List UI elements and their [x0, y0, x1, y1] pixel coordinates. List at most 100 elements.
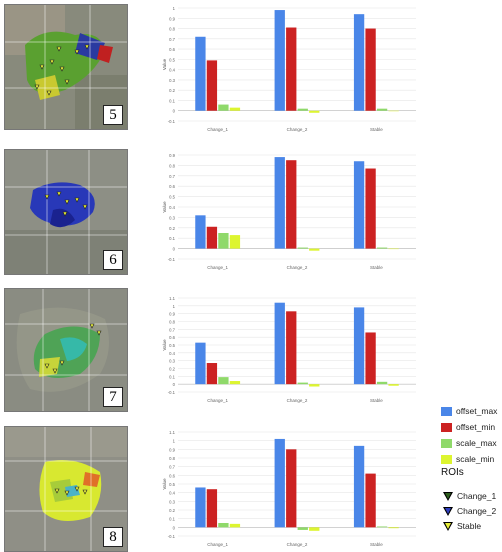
- legend-label: offset_max: [456, 406, 498, 416]
- y-tick-label: 0.7: [169, 327, 175, 332]
- bar-scale_min-Stable: [388, 248, 399, 250]
- satellite-map-6: 6: [4, 149, 128, 275]
- panel-row-8: 8 -0.1 0 0.1 0.2 0.3 0.4 0.5 0.6 0.7 0.8 0.9 1 1.1 Va…: [0, 410, 502, 552]
- roi-item-change-2: Change_2: [441, 504, 501, 519]
- y-tick-label: 0.8: [169, 456, 175, 461]
- x-tick-label: Stable: [370, 265, 383, 270]
- roi-label: Change_2: [457, 506, 497, 516]
- bar-scale_max-Stable: [376, 247, 388, 249]
- bar-offset_min-Change_2: [286, 449, 297, 528]
- map-image: [5, 427, 127, 551]
- bar-scale_max-Change_2: [297, 247, 308, 249]
- y-tick-label: 1: [173, 439, 176, 444]
- map-image: [5, 5, 127, 129]
- y-tick-label: 0.5: [169, 195, 175, 200]
- x-tick-label: Stable: [370, 542, 383, 547]
- bar-scale_max-Change_2: [297, 527, 308, 530]
- bar-scale_min-Change_1: [229, 235, 241, 249]
- y-tick-label: 0: [173, 525, 176, 530]
- y-tick-label: 0.6: [169, 47, 175, 52]
- panel-number: 8: [103, 527, 123, 547]
- bar-offset_min-Change_1: [206, 226, 218, 249]
- y-tick-label: 0.2: [169, 88, 175, 93]
- y-tick-label: -0.1: [168, 119, 176, 124]
- panel-row-5: 5 -0.1 0 0.1 0.2 0.3 0.4 0.5 0.6 0.7 0.8 0.9 1 Value…: [0, 0, 502, 135]
- y-tick-label: 0.8: [169, 320, 175, 325]
- map-image: [5, 289, 127, 411]
- legend-item-offset-max: offset_max: [441, 405, 501, 421]
- roi-label: Change_1: [457, 491, 497, 501]
- y-tick-label: 0.8: [169, 27, 175, 32]
- x-tick-label: Change_1: [207, 398, 228, 403]
- y-tick-label: 1.1: [169, 430, 175, 435]
- y-tick-label: 0.3: [169, 215, 175, 220]
- x-tick-label: Change_1: [207, 542, 228, 547]
- roi-item-stable: Stable: [441, 519, 501, 534]
- y-tick-label: 0.1: [169, 98, 175, 103]
- x-tick-label: Change_2: [287, 398, 308, 403]
- satellite-map-5: 5: [4, 4, 128, 130]
- bar-offset_max-Stable: [353, 14, 365, 111]
- bar-offset_min-Stable: [365, 168, 376, 249]
- legend-swatch: [441, 455, 452, 464]
- x-tick-label: Change_2: [287, 265, 308, 270]
- y-tick-label: 0.6: [169, 184, 175, 189]
- y-tick-label: 0.9: [169, 447, 175, 452]
- y-axis-label: Value: [162, 478, 167, 490]
- legend-label: scale_max: [456, 438, 497, 448]
- bar-offset_max-Change_1: [195, 487, 206, 528]
- bar-offset_min-Change_1: [206, 60, 218, 111]
- y-tick-label: 0.5: [169, 482, 175, 487]
- y-tick-label: 0.9: [169, 312, 175, 317]
- y-tick-label: 1: [173, 6, 176, 11]
- bar-scale_min-Stable: [388, 110, 399, 112]
- panel-number: 6: [103, 250, 123, 270]
- roi-legend-title: ROIs: [441, 467, 464, 478]
- bar-chart-6: -0.1 0 0.1 0.2 0.3 0.4 0.5 0.6 0.7 0.8 0.9 Value Cha…: [162, 153, 416, 270]
- bar-offset_max-Change_2: [274, 10, 285, 111]
- x-tick-label: Change_2: [287, 542, 308, 547]
- y-axis-label: Value: [162, 58, 167, 70]
- bar-offset_max-Change_2: [274, 302, 285, 385]
- y-tick-label: 0.3: [169, 359, 175, 364]
- roi-legend: Change_1 Change_2 Stable: [441, 489, 501, 534]
- bar-scale_max-Change_2: [297, 108, 308, 111]
- y-tick-label: 1.1: [169, 296, 175, 301]
- bar-scale_min-Change_1: [229, 523, 241, 528]
- bar-scale_min-Change_2: [309, 248, 320, 251]
- bar-offset_min-Change_1: [206, 363, 218, 385]
- bar-scale_min-Stable: [388, 384, 399, 386]
- x-tick-label: Change_1: [207, 127, 228, 132]
- bar-offset_min-Change_1: [206, 489, 218, 528]
- bar-offset_max-Change_2: [274, 157, 285, 249]
- satellite-map-7: 7: [4, 288, 128, 412]
- triangle-icon: [443, 522, 453, 531]
- bar-offset_min-Change_2: [286, 160, 297, 249]
- y-tick-label: 0.9: [169, 16, 175, 21]
- bar-offset_min-Stable: [365, 28, 376, 111]
- legend-item-offset-min: offset_min: [441, 421, 501, 437]
- bar-scale_max-Change_1: [218, 104, 229, 111]
- panel-row-6: 6 -0.1 0 0.1 0.2 0.3 0.4 0.5 0.6 0.7 0.8 0.9 Value C…: [0, 135, 502, 275]
- y-axis-label: Value: [162, 339, 167, 351]
- bar-scale_max-Stable: [376, 108, 388, 111]
- bar-scale_max-Change_2: [297, 382, 308, 385]
- bar-chart-5: -0.1 0 0.1 0.2 0.3 0.4 0.5 0.6 0.7 0.8 0.9 1 Value Ch…: [162, 6, 416, 132]
- satellite-map-8: 8: [4, 426, 128, 552]
- y-tick-label: 0.2: [169, 226, 175, 231]
- y-tick-label: 0: [173, 247, 176, 252]
- y-tick-label: 0.1: [169, 517, 175, 522]
- x-tick-label: Stable: [370, 127, 383, 132]
- y-tick-label: 0.4: [169, 205, 175, 210]
- y-tick-label: 0.4: [169, 351, 175, 356]
- y-tick-label: 0: [173, 109, 176, 114]
- bar-scale_min-Change_2: [309, 384, 320, 387]
- legend-swatch: [441, 439, 452, 448]
- legend-label: scale_min: [456, 454, 495, 464]
- bar-offset_max-Change_2: [274, 438, 285, 528]
- y-tick-label: 0.9: [169, 153, 175, 158]
- bar-scale_min-Change_2: [309, 527, 320, 531]
- bar-offset_max-Stable: [353, 161, 365, 249]
- x-tick-label: Change_2: [287, 127, 308, 132]
- bar-scale_min-Change_1: [229, 107, 241, 111]
